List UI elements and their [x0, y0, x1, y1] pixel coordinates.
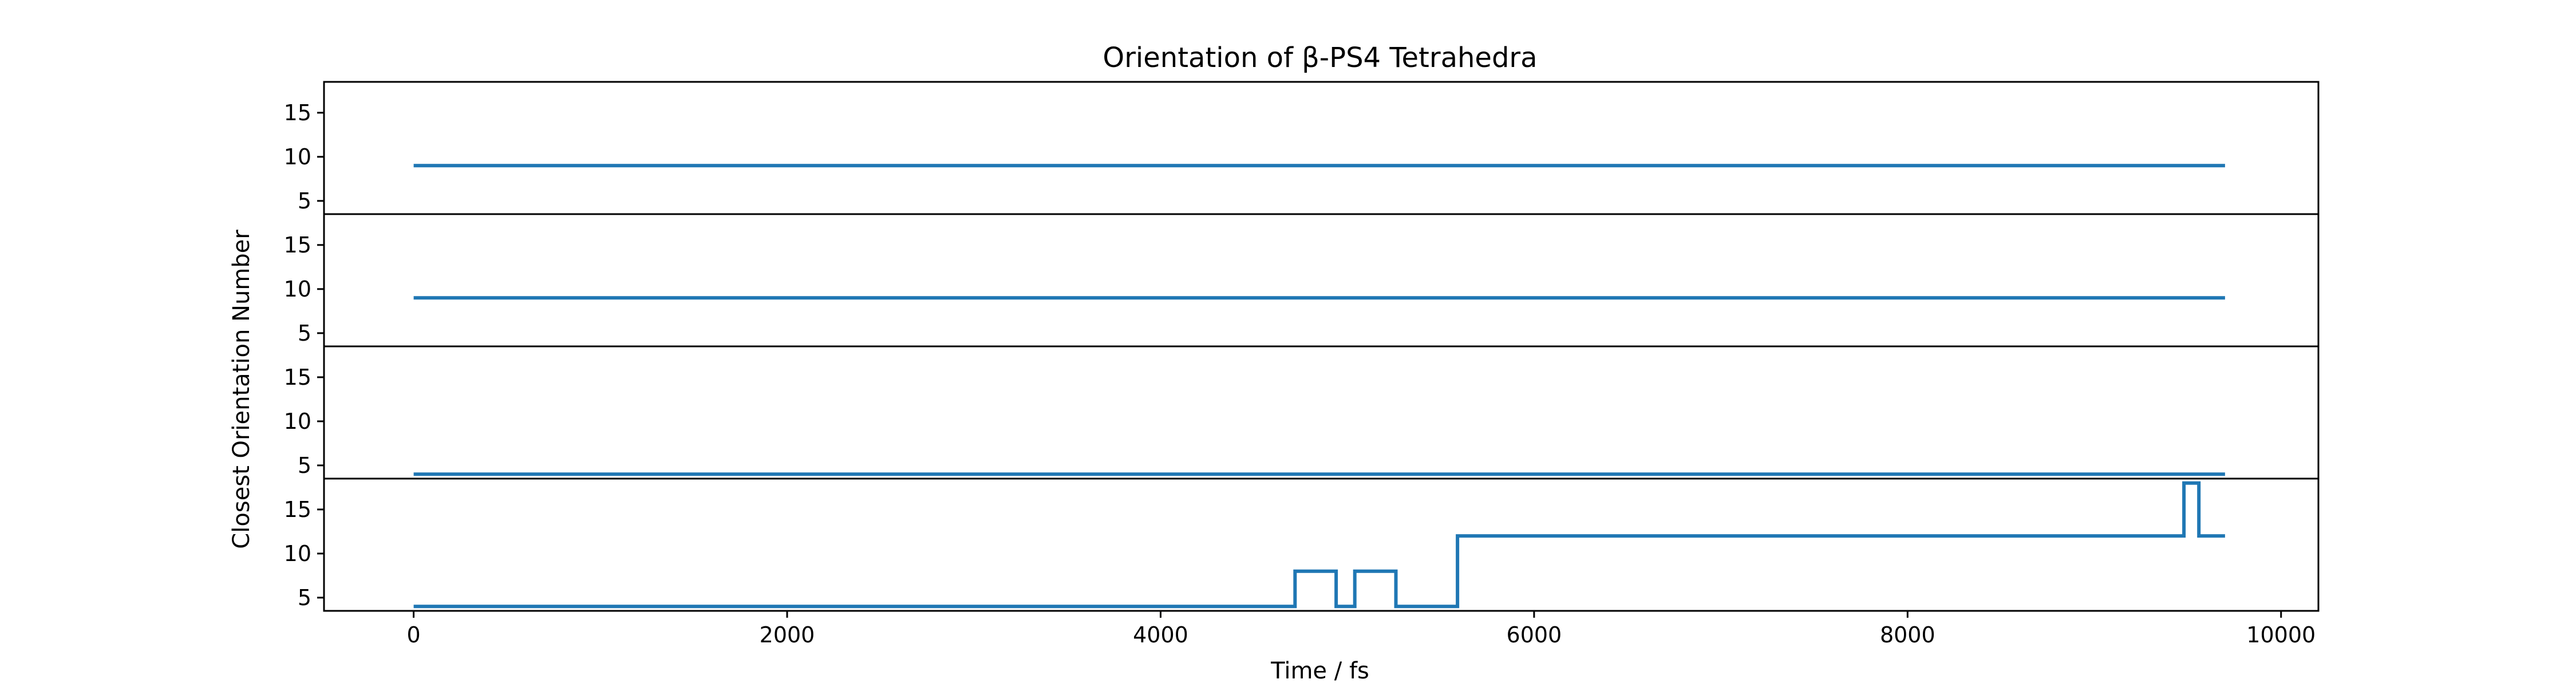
y-tick-label: 15 — [284, 365, 311, 390]
panel-2: 5 10 15 — [284, 213, 2320, 348]
panel-frame — [323, 81, 2320, 215]
series-line-panel-4 — [413, 481, 2225, 609]
y-tick-label: 5 — [298, 321, 311, 346]
y-tick-label: 10 — [284, 541, 311, 566]
x-tick-label: 4000 — [1133, 622, 1188, 647]
panel-frame — [323, 345, 2320, 480]
y-tick-label: 5 — [298, 188, 311, 214]
y-tick-label: 5 — [298, 585, 311, 610]
chart-title: Orientation of β-PS4 Tetrahedra — [1103, 42, 1537, 74]
y-axis-label: Closest Orientation Number — [228, 230, 255, 549]
y-tick-label: 15 — [284, 497, 311, 522]
x-tick-label: 10000 — [2246, 622, 2316, 647]
panels: 5 10 15 5 10 15 5 10 15 5 10 15 — [284, 81, 2320, 612]
x-tick-label: 8000 — [1880, 622, 1935, 647]
panel-frame — [323, 477, 2320, 612]
panel-3: 5 10 15 — [284, 345, 2320, 480]
y-tick-label: 15 — [284, 100, 311, 125]
y-tick-label: 10 — [284, 409, 311, 434]
y-tick-label: 10 — [284, 144, 311, 169]
x-tick-label: 0 — [406, 622, 420, 647]
panel-1: 5 10 15 — [284, 81, 2320, 215]
y-tick-label: 15 — [284, 232, 311, 258]
panel-frame — [323, 213, 2320, 348]
x-tick-label: 2000 — [760, 622, 815, 647]
x-axis-label: Time / fs — [1270, 658, 1369, 684]
y-tick-label: 5 — [298, 453, 311, 478]
x-axis-ticks: 0 2000 4000 6000 8000 10000 — [406, 611, 2316, 647]
x-tick-label: 6000 — [1507, 622, 1562, 647]
panel-4: 5 10 15 — [284, 477, 2320, 612]
y-tick-label: 10 — [284, 277, 311, 302]
